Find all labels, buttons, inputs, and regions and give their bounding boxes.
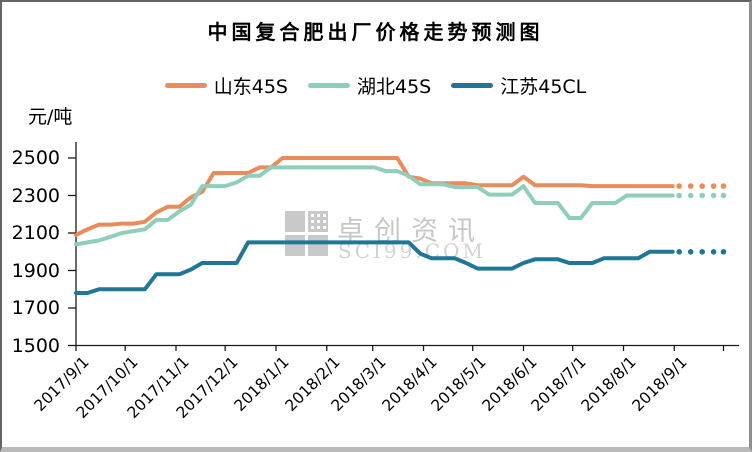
y-axis-unit-label: 元/吨 (28, 106, 73, 128)
x-tick-label: 2018/3/1 (327, 353, 390, 415)
x-tick-label: 2018/6/1 (478, 353, 541, 415)
y-tick-label: 2100 (11, 222, 60, 244)
forecast-dot-江苏45CL (676, 249, 682, 255)
chart-title: 中国复合肥出厂价格走势预测图 (207, 20, 544, 44)
x-tick-label: 2017/9/1 (30, 353, 93, 415)
x-tick-label: 2017/11/1 (123, 353, 193, 422)
y-tick-label: 1700 (11, 297, 60, 319)
x-tick-label: 2017/10/1 (72, 353, 142, 422)
x-tick-label: 2018/1/1 (230, 353, 293, 415)
forecast-dot-江苏45CL (687, 249, 694, 255)
forecast-dot-山东45S (687, 183, 694, 189)
legend: 山东45S 湖北45S 江苏45CL (2, 72, 749, 99)
legend-item-hubei-45s: 湖北45S (307, 72, 432, 99)
forecast-dot-江苏45CL (710, 249, 717, 255)
x-tick-label: 2018/8/1 (578, 353, 641, 415)
forecast-dot-湖北45S (710, 192, 717, 199)
watermark-site-text: SCI99.COM (338, 239, 486, 263)
forecast-dot-山东45S (699, 183, 705, 189)
legend-label: 山东45S (213, 76, 288, 98)
x-tick-label: 2018/9/1 (629, 353, 692, 415)
forecast-dot-江苏45CL (699, 249, 705, 255)
forecast-dot-湖北45S (676, 192, 682, 199)
forecast-dot-山东45S (710, 183, 717, 189)
legend-line-swatch-teal (307, 83, 350, 88)
legend-line-swatch-darkteal (451, 83, 494, 88)
watermark-logo-icon (285, 211, 331, 257)
legend-label: 江苏45CL (500, 76, 587, 98)
x-tick-label: 2017/12/1 (172, 353, 242, 422)
x-tick-label: 2018/4/1 (378, 353, 441, 415)
x-tick-label: 2018/5/1 (427, 353, 490, 415)
forecast-dot-湖北45S (699, 192, 705, 199)
y-tick-label: 2500 (11, 147, 60, 169)
legend-line-swatch-orange (164, 83, 207, 88)
forecast-dot-江苏45CL (720, 249, 727, 255)
forecast-dot-山东45S (720, 183, 727, 189)
legend-item-jiangsu-45cl: 江苏45CL (451, 72, 586, 99)
forecast-dot-湖北45S (687, 192, 694, 199)
y-tick-label: 2300 (11, 184, 60, 207)
y-tick-label: 1500 (11, 334, 60, 357)
forecast-dot-山东45S (676, 183, 682, 189)
x-tick-label: 2018/7/1 (527, 353, 590, 415)
legend-item-shandong-45s: 山东45S (164, 72, 288, 99)
x-tick-label: 2018/2/1 (281, 353, 344, 415)
y-tick-label: 1900 (11, 259, 60, 282)
legend-label: 湖北45S (356, 76, 432, 98)
forecast-dot-湖北45S (720, 192, 727, 199)
